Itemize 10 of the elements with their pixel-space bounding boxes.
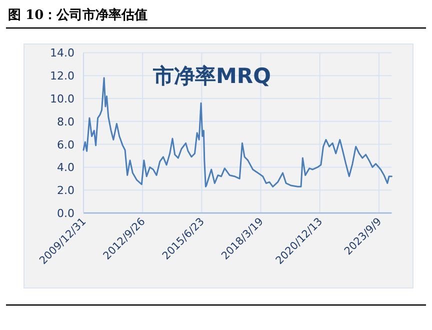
y-tick-label: 6.0 <box>57 138 74 152</box>
y-tick-label: 14.0 <box>50 46 74 60</box>
chart-title: 图 10：公司市净率估值 <box>8 7 148 23</box>
y-tick-label: 4.0 <box>57 161 74 174</box>
y-tick-label: 8.0 <box>57 115 74 128</box>
y-tick-label: 0.0 <box>57 207 74 220</box>
y-tick-label: 12.0 <box>50 70 74 83</box>
y-tick-label: 10.0 <box>50 92 74 106</box>
series-label: 市净率MRQ <box>152 64 271 88</box>
y-tick-label: 2.0 <box>57 184 74 198</box>
